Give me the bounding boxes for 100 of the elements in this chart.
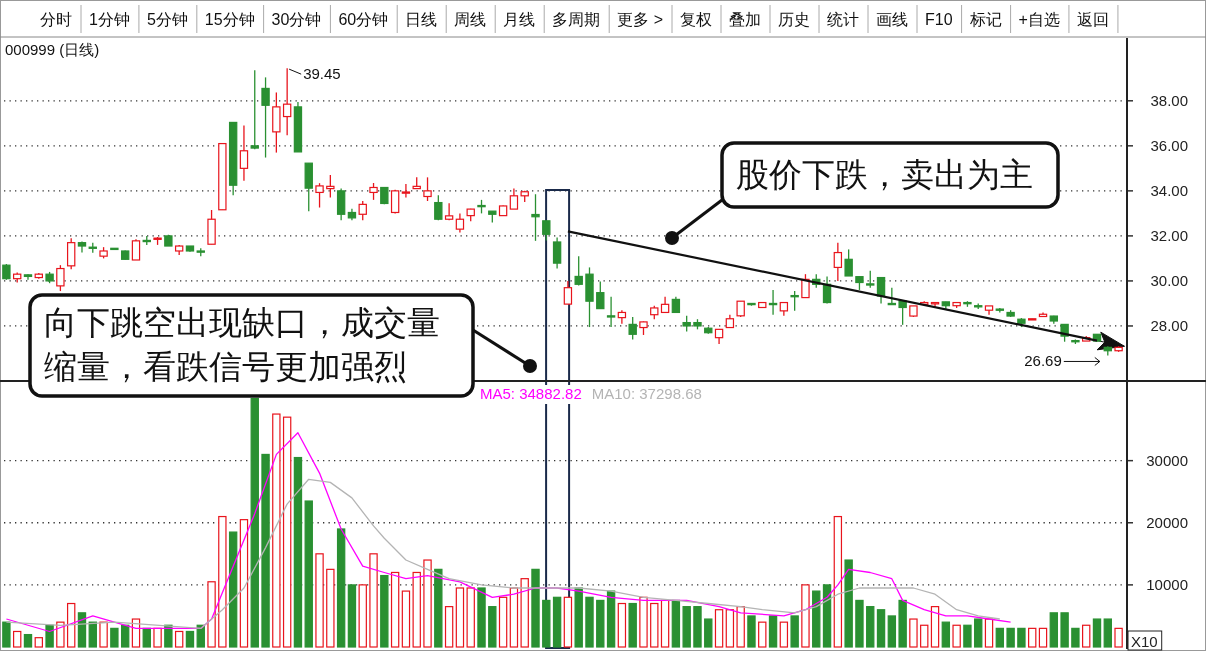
bar [423,559,432,648]
bar [455,587,465,648]
bar [833,515,843,648]
bar [498,596,508,648]
bar [1060,612,1069,648]
y-tick-label: 30.00 [1150,271,1188,289]
bar [844,559,853,648]
bar [1082,624,1091,648]
text: 复权 [680,11,712,28]
bar [142,627,151,648]
bar [1017,627,1026,648]
bar [574,587,583,648]
bar [887,615,897,648]
bar [444,606,454,648]
bar [682,606,691,648]
bar [779,621,789,648]
text: 叠加 [729,11,761,28]
bar [336,528,346,648]
bar [1049,612,1059,648]
bar [293,456,303,648]
text: 15分钟 [204,11,255,28]
chart-title: 000999 (日线) [5,41,100,58]
bar [660,599,670,648]
bar [45,624,54,648]
bar [347,584,357,648]
bar [239,519,249,648]
bar [650,602,659,648]
bar [466,587,475,648]
text: 周线 [454,11,487,28]
bar [639,596,648,648]
bar [693,606,702,648]
text: 返回 [1076,11,1109,28]
bar [66,602,76,648]
y-tick-label: 34.00 [1150,181,1188,199]
annotation: 39.45 [303,65,341,83]
bar [412,571,421,648]
bar [380,574,389,648]
bar [1092,618,1102,648]
bar [866,606,875,648]
bar [606,590,616,648]
bar [23,633,33,648]
bar [768,615,778,648]
bar [315,553,324,648]
text: 1分钟 [89,11,130,28]
bar [520,578,529,648]
bar [941,621,951,648]
line-series [5,478,1001,630]
y-tick-label: 28.00 [1150,316,1188,334]
bar [488,606,497,648]
text: MA5: 34882.82 [480,385,582,402]
text: 多周期 [552,11,601,28]
y-tick-label: 10000 [1146,575,1188,593]
bar [272,413,281,648]
bar [1103,618,1112,648]
y-tick-label: 38.00 [1150,91,1188,109]
bar [920,624,929,648]
annotation: 26.69 [1024,352,1062,370]
bar [1028,627,1037,648]
line-series [5,432,1012,633]
bar [628,602,637,648]
bar [131,618,141,648]
bar [120,624,130,648]
bar [876,609,886,648]
bar [585,596,594,648]
bar [99,621,108,648]
bar [617,602,627,648]
bar [952,624,961,648]
bar [671,599,681,648]
bar [185,630,195,648]
bar [207,581,216,648]
annotation: 向下跳空出现缺口，成交量缩量，看跌信号更加强烈 [44,304,440,385]
text: 5分钟 [146,11,188,28]
annotation: 股价下跌，卖出为主 [736,155,1033,193]
bar [898,599,907,648]
bar [995,627,1005,648]
y-tick-label: 30000 [1146,451,1188,469]
bar [250,397,259,648]
bar [110,627,119,648]
bar [801,584,810,648]
bar [1006,627,1015,648]
bar [218,515,227,648]
bar [174,630,184,648]
bar [390,571,400,648]
bar [261,453,270,648]
bar [282,416,292,648]
bar [531,568,540,648]
bar [758,621,767,648]
y-tick-label: 32.00 [1150,226,1188,244]
bar [855,599,864,648]
bar [552,596,562,648]
text: +自选 [1018,11,1060,28]
text: 更多 > [617,11,663,28]
bar [401,590,411,648]
bar [304,500,313,648]
text: X10 [1131,633,1158,650]
bar [2,621,11,648]
bar [563,596,573,648]
bar [88,621,97,648]
text: 分时 [40,11,72,28]
bar [509,587,519,648]
